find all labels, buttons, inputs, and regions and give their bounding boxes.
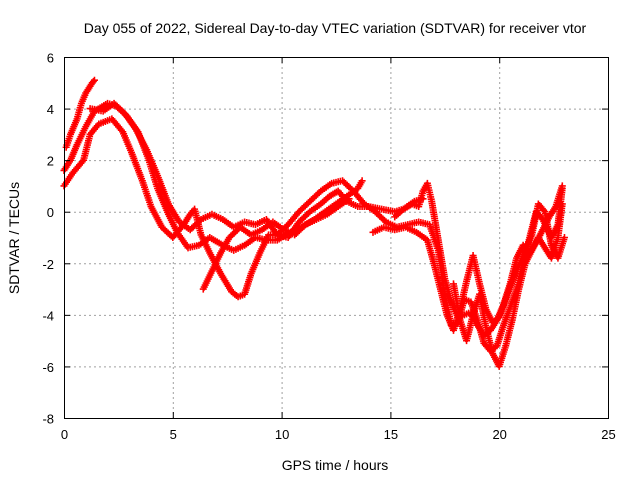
x-axis-label: GPS time / hours xyxy=(282,457,389,473)
series-track-8 xyxy=(391,179,566,339)
series-track-5 xyxy=(199,195,353,293)
axis-ticks: 0 5 10 15 20 25 -8 -6 -4 -2 0 2 4 6 xyxy=(42,51,615,443)
x-tick-label: 15 xyxy=(384,427,398,442)
series-track-2 xyxy=(62,76,98,151)
data-point xyxy=(345,195,353,203)
x-tick-label: 10 xyxy=(275,427,289,442)
y-tick-label: 6 xyxy=(47,51,54,66)
y-tick-label: 0 xyxy=(47,205,54,220)
data-point xyxy=(358,177,366,185)
data-marks xyxy=(60,76,568,370)
y-tick-label: -4 xyxy=(42,308,54,323)
x-tick-label: 5 xyxy=(170,427,177,442)
plot-frame xyxy=(64,57,609,419)
data-point xyxy=(558,200,566,208)
x-tick-label: 25 xyxy=(601,427,615,442)
chart-title: Day 055 of 2022, Sidereal Day-to-day VTE… xyxy=(84,20,587,36)
y-axis-label: SDTVAR / TECUs xyxy=(6,182,22,294)
data-point xyxy=(89,77,97,85)
y-tick-label: -8 xyxy=(42,412,54,427)
y-tick-label: -6 xyxy=(42,360,54,375)
y-tick-label: 2 xyxy=(47,154,54,169)
data-point xyxy=(90,76,98,84)
y-tick-label: 4 xyxy=(47,102,54,117)
y-tick-label: -2 xyxy=(42,257,54,272)
x-tick-label: 0 xyxy=(61,427,68,442)
data-point xyxy=(558,182,566,190)
x-tick-label: 20 xyxy=(492,427,506,442)
data-point xyxy=(560,234,568,241)
